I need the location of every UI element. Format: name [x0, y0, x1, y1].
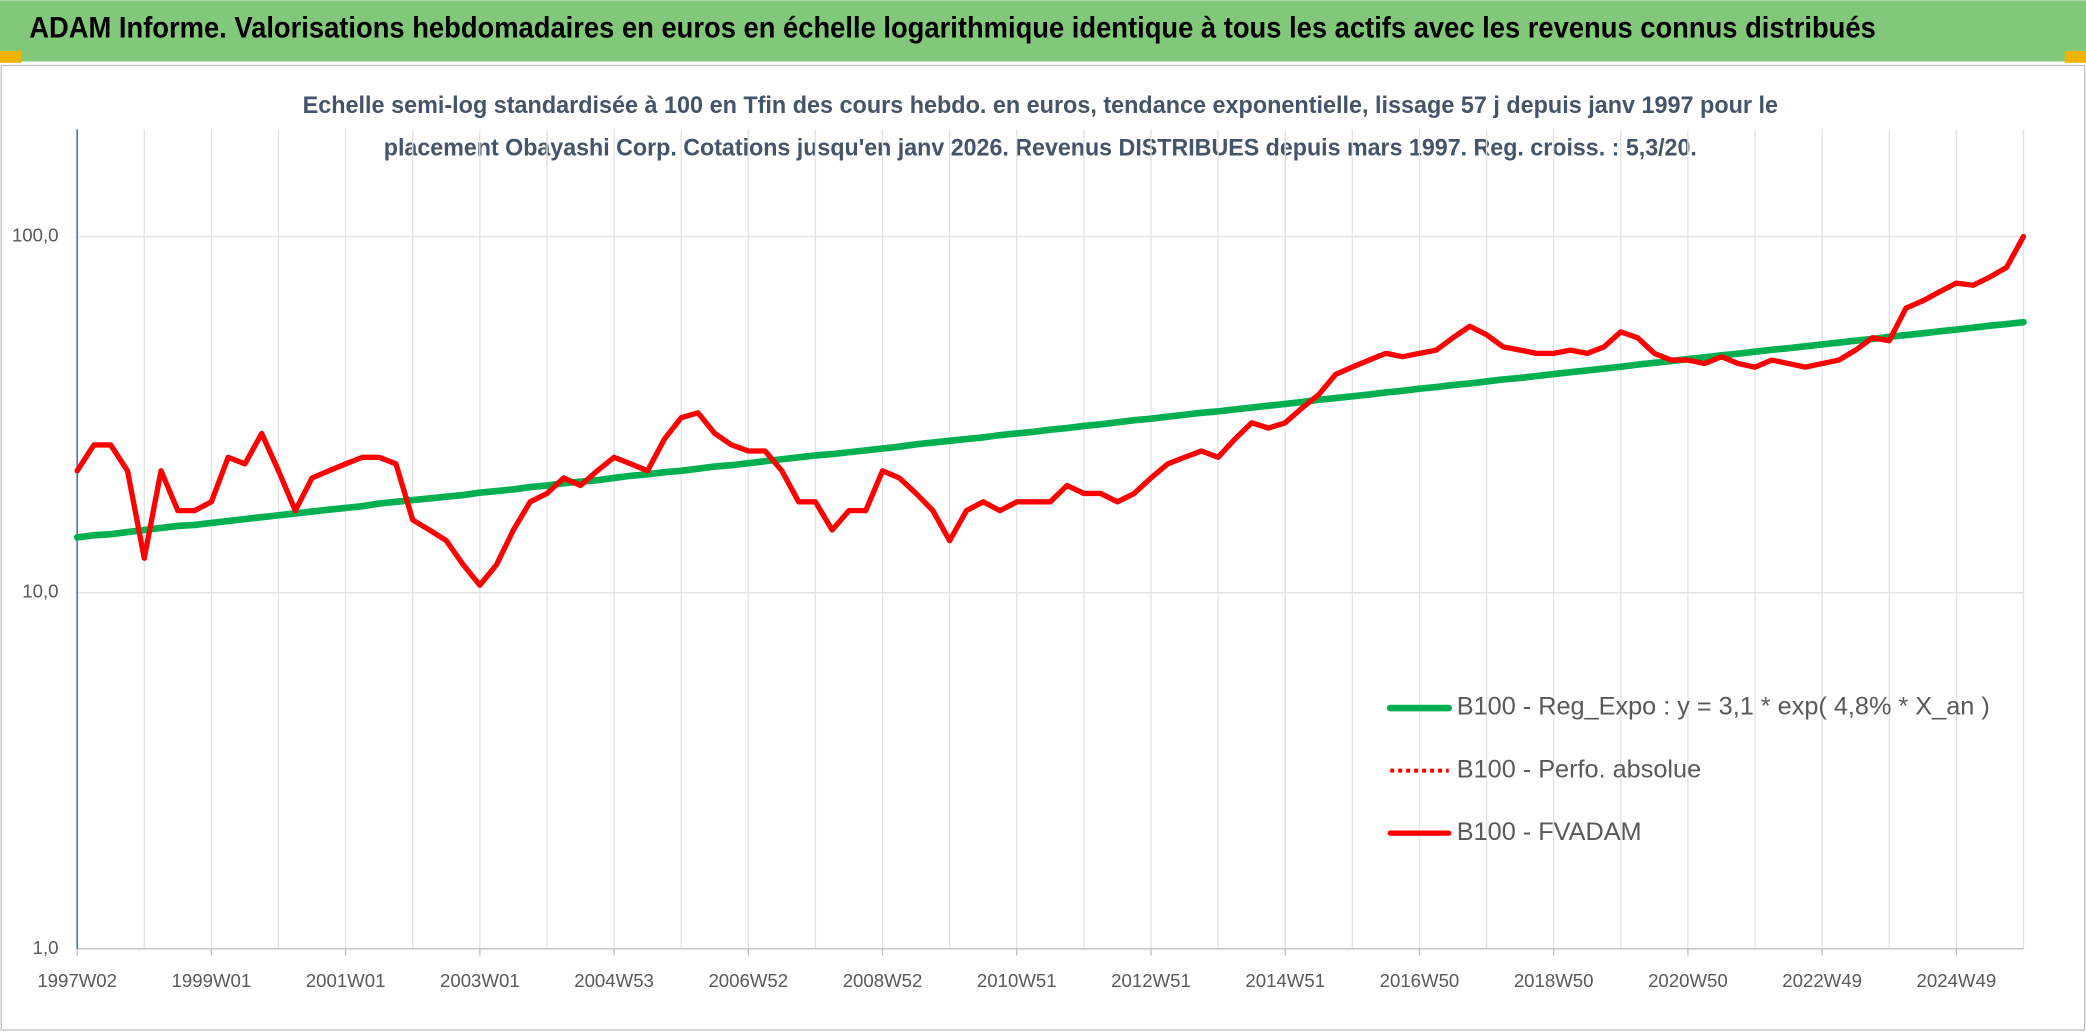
legend-label: B100 - FVADAM [1457, 818, 1642, 846]
chart-subtitle: Echelle semi-log standardisée à 100 en T… [303, 92, 1778, 119]
x-tick-label: 2010W51 [977, 970, 1057, 991]
x-tick-label: 2024W49 [1917, 970, 1997, 991]
legend-label: B100 - Reg_Expo : y = 3,1 * exp( 4,8% * … [1457, 693, 1990, 721]
x-tick-label: 2004W53 [574, 970, 654, 991]
x-tick-label: 1999W01 [172, 970, 252, 991]
series-line [74, 233, 2027, 588]
corner-tab [0, 50, 22, 63]
chart-frame [0, 64, 2086, 1031]
x-tick-label: 2006W52 [708, 970, 788, 991]
y-tick-label: 100,0 [12, 224, 59, 245]
chart-subtitle: placement Obayashi Corp. Cotations jusqu… [384, 135, 1697, 162]
x-tick-label: 2008W52 [843, 970, 923, 991]
chart-title: ADAM Informe. Valorisations hebdomadaire… [29, 12, 1876, 44]
x-tick-label: 2014W51 [1245, 970, 1325, 991]
x-tick-label: 2020W50 [1648, 970, 1728, 991]
x-tick-label: 2022W49 [1782, 970, 1862, 991]
x-tick-label: 2003W01 [440, 970, 520, 991]
y-tick-label: 1,0 [33, 937, 59, 958]
legend-label: B100 - Perfo. absolue [1457, 755, 1701, 783]
x-tick-label: 1997W02 [37, 970, 117, 991]
x-tick-label: 2016W50 [1380, 970, 1460, 991]
header-bar [0, 0, 2086, 62]
x-tick-label: 2001W01 [306, 970, 386, 991]
x-tick-label: 2012W51 [1111, 970, 1191, 991]
grid: 1997W02 1999W01 2001W01 2003W01 2004W53 2006W… [12, 129, 2025, 991]
plot [73, 233, 2027, 588]
legend: B100 - Reg_Expo : y = 3,1 * exp( 4,8% * … [1386, 693, 1990, 846]
corner-tab [2064, 50, 2086, 63]
series-line [73, 318, 2027, 541]
x-tick-label: 2018W50 [1514, 970, 1594, 991]
y-tick-label: 10,0 [22, 581, 58, 602]
